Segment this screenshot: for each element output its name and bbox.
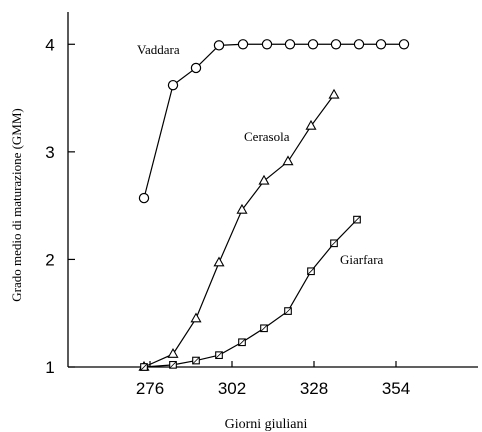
data-point xyxy=(284,39,296,50)
data-point xyxy=(190,312,202,323)
data-point xyxy=(398,39,410,50)
x-axis-label: Giorni giuliani xyxy=(225,417,308,432)
data-point xyxy=(167,79,179,91)
data-point-mark xyxy=(353,216,361,224)
data-point-mark xyxy=(260,324,268,332)
data-point xyxy=(330,39,342,50)
data-point xyxy=(190,62,202,74)
series-label-giarfara: Giarfara xyxy=(340,252,384,267)
data-point-mark xyxy=(169,361,177,369)
series-cerasola xyxy=(138,88,340,371)
series-giarfara xyxy=(140,215,361,371)
x-tick-label: 328 xyxy=(300,379,328,398)
data-point xyxy=(138,192,150,204)
y-tick-label: 4 xyxy=(45,35,54,54)
data-point xyxy=(375,39,387,50)
series-label-cerasola: Cerasola xyxy=(244,129,290,144)
x-axis-ticks: 276 302 328 354 xyxy=(136,361,410,398)
series-layer xyxy=(138,39,410,371)
y-tick-label: 2 xyxy=(45,250,54,269)
data-point xyxy=(328,88,340,99)
data-point-mark xyxy=(238,338,246,346)
data-point xyxy=(353,39,365,50)
series-line xyxy=(143,219,358,368)
series-labels: Vaddara Cerasola Giarfara xyxy=(137,42,384,267)
series-label-vaddara: Vaddara xyxy=(137,42,180,57)
x-tick-label: 302 xyxy=(218,379,246,398)
y-tick-label: 1 xyxy=(45,358,54,377)
data-point xyxy=(258,174,270,185)
x-tick-label: 276 xyxy=(136,379,164,398)
y-tick-label: 3 xyxy=(45,143,54,162)
x-tick-label: 354 xyxy=(382,379,410,398)
series-line xyxy=(143,94,335,368)
data-point xyxy=(307,39,319,50)
data-point xyxy=(213,256,225,267)
data-point-mark xyxy=(192,356,200,365)
data-point-mark xyxy=(215,351,223,359)
data-point-mark xyxy=(307,267,315,275)
y-axis-ticks: 1 2 3 4 xyxy=(45,35,75,377)
data-point-mark xyxy=(284,307,292,315)
data-point xyxy=(261,39,273,50)
data-point xyxy=(237,39,249,50)
data-point-mark xyxy=(140,363,148,371)
data-point xyxy=(236,203,248,214)
series-vaddara xyxy=(138,39,410,204)
plot-frame xyxy=(67,12,478,368)
series-line xyxy=(143,43,404,199)
data-point xyxy=(213,40,225,51)
y-axis-label: Grado medio di maturazione (GMM) xyxy=(9,108,24,302)
data-point xyxy=(282,155,294,166)
data-point xyxy=(167,347,179,358)
data-point xyxy=(305,119,317,130)
data-point-mark xyxy=(330,239,338,247)
